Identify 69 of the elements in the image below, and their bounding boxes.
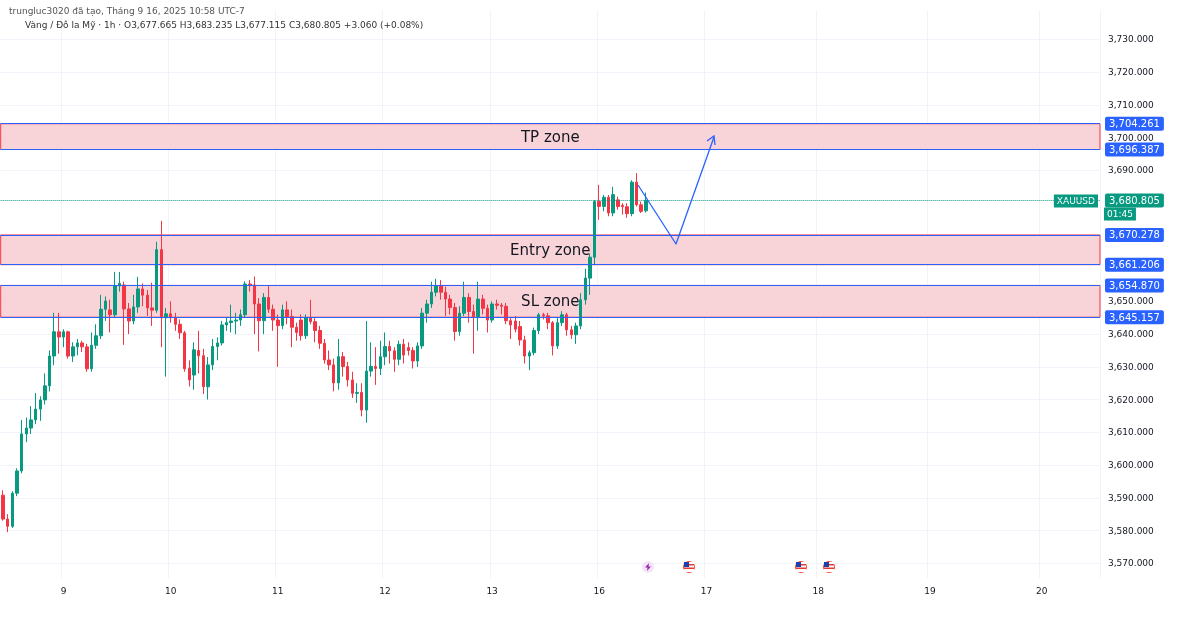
chart-title: trungluc3020 đã tạo, Tháng 9 16, 2025 10:58 UTC-7 (9, 5, 245, 17)
text: 01:45 (1107, 209, 1133, 220)
candlestick (490, 300, 494, 324)
candlestick (607, 194, 610, 217)
x-tick-label: 13 (486, 585, 498, 596)
candlestick (388, 340, 391, 365)
candlestick (202, 348, 205, 395)
candlestick (164, 307, 168, 378)
y-tick-label: 3,700.000 (1108, 132, 1155, 143)
x-tick-label: 18 (812, 585, 825, 596)
x-tick-label: 12 (379, 585, 391, 596)
candlestick (411, 346, 415, 369)
candlestick (197, 330, 200, 374)
candlestick (374, 346, 377, 386)
candlestick (570, 325, 573, 340)
x-tick-label: 16 (593, 585, 606, 596)
candlestick (402, 338, 405, 365)
x-tick-label: 10 (164, 585, 177, 596)
x-tick-label: 20 (1036, 585, 1048, 596)
ref-line-label: 3,661.206 (1109, 259, 1160, 271)
y-tick-label: 3,640.000 (1108, 329, 1155, 340)
ref-line-label: 3,670.278 (1109, 229, 1160, 241)
candlestick (597, 184, 601, 221)
y-tick-label: 3,610.000 (1108, 427, 1155, 438)
candlestick (113, 271, 117, 319)
y-tick-label: 3,630.000 (1108, 361, 1155, 372)
y-tick-label: 3,570.000 (1108, 558, 1155, 569)
x-tick-label: 9 (60, 585, 67, 596)
y-tick-label: 3,650.000 (1108, 296, 1155, 307)
ref-line-label: 3,645.157 (1109, 311, 1160, 323)
candlestick (476, 281, 480, 332)
ref-line-label: 3,696.387 (1109, 144, 1160, 155)
x-tick-label: 17 (700, 585, 713, 596)
candlestick (397, 340, 401, 366)
band-label: TP zone (519, 127, 580, 146)
y-tick-label: 3,620.000 (1108, 394, 1155, 405)
y-tick-label: 3,580.000 (1108, 525, 1155, 536)
x-tick-label: 11 (272, 585, 284, 596)
y-tick-label: 3,590.000 (1108, 492, 1155, 503)
annotation: XAUUSD (1056, 196, 1096, 207)
candlestick (625, 202, 629, 219)
candlestick (360, 382, 363, 417)
text: Vàng / Đô la Mỹ · 1h · O3,677.665 H3,683.235 L3,677.115 C3,680.805 +3.060 (+0.08%) (25, 19, 424, 30)
band-label: Entry zone (510, 240, 591, 259)
candlestick (262, 292, 266, 335)
candlestick (355, 382, 359, 404)
y-tick-label: 3,690.000 (1108, 165, 1155, 176)
ref-line-label: 3,704.261 (1109, 118, 1160, 130)
candlestick (66, 330, 70, 360)
candlestick (155, 241, 158, 314)
candlestick (188, 359, 191, 387)
candlestick (71, 341, 75, 363)
candlestick (351, 371, 354, 399)
candlestick (337, 338, 340, 391)
y-tick-label: 3,710.000 (1108, 99, 1155, 110)
candlestick (62, 328, 65, 348)
candlestick (304, 313, 308, 340)
band-label: SL zone (521, 292, 580, 311)
candlestick (192, 341, 196, 391)
y-tick-label: 3,720.000 (1108, 67, 1155, 78)
candlestick (616, 196, 620, 211)
ref-line-label: 3,680.805 (1109, 195, 1160, 207)
ref-line-label: 3,654.870 (1109, 279, 1160, 291)
candlestick (281, 304, 284, 330)
candlestick (495, 299, 499, 311)
y-tick-label: 3,600.000 (1108, 460, 1155, 471)
y-tick-label: 3,730.000 (1108, 34, 1155, 45)
x-tick-label: 19 (924, 585, 936, 596)
candlestick (393, 346, 396, 373)
